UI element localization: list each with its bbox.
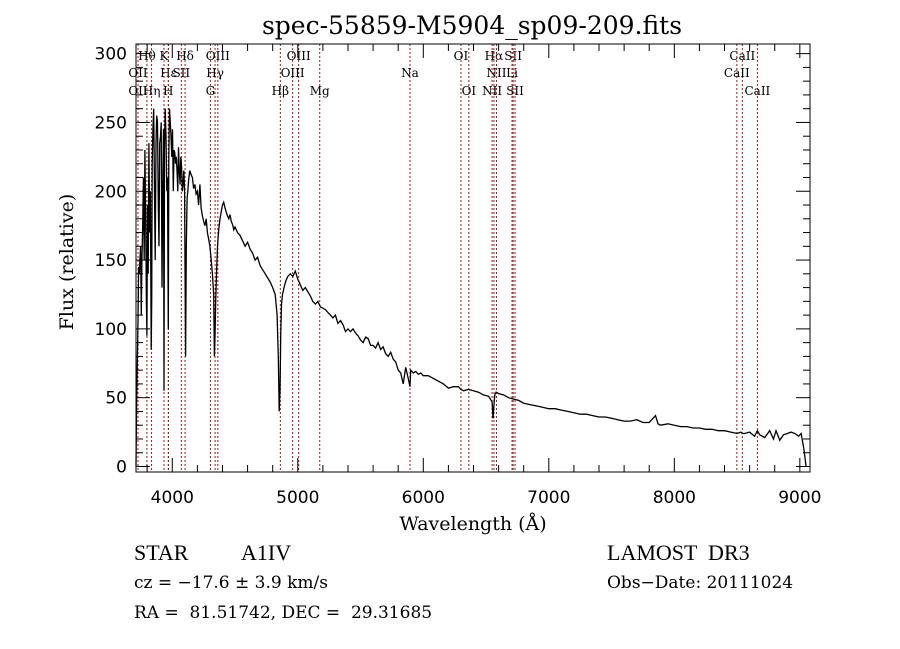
x-tick-label: 4000 <box>151 488 194 508</box>
line-marker-label: OIII <box>206 49 230 63</box>
axis-ticks <box>136 44 810 472</box>
line-marker-label: CaII <box>744 84 770 98</box>
line-marker-label: SII <box>504 49 522 63</box>
line-marker-label: Na <box>401 66 419 80</box>
line-marker-label: Li <box>506 66 518 80</box>
object-subclass: A1IV <box>241 540 292 565</box>
line-marker-label: NII <box>482 84 502 98</box>
x-axis-label: Wavelength (Å) <box>399 513 546 535</box>
coordinates-readout: RA = 81.51742, DEC = 29.31685 <box>134 603 433 623</box>
line-marker-label: K <box>160 49 170 63</box>
line-marker-label: H <box>163 84 173 98</box>
line-marker-label: Hβ <box>272 84 289 98</box>
line-marker-label: Hγ <box>206 66 224 80</box>
x-tick-label: 7000 <box>527 488 570 508</box>
y-tick-label: 150 <box>95 251 127 271</box>
line-marker-label: Hδ <box>176 49 194 63</box>
x-tick-label: 6000 <box>402 488 445 508</box>
line-marker-label: Mg <box>310 84 330 98</box>
x-tick-label: 8000 <box>653 488 696 508</box>
x-tick-label: 5000 <box>276 488 319 508</box>
survey-release: LAMOST DR3 <box>607 540 750 565</box>
line-marker-label: Hα <box>485 49 504 63</box>
line-marker-label: OII <box>128 66 148 80</box>
spectrum-series <box>135 108 807 467</box>
line-marker-label: NII <box>486 66 506 80</box>
y-tick-label: 250 <box>95 113 127 133</box>
line-marker-label: OI <box>454 49 469 63</box>
observation-date: Obs−Date: 20111024 <box>607 573 794 593</box>
plot-frame <box>135 43 811 473</box>
line-marker-label: SII <box>172 66 190 80</box>
line-marker-label: SII <box>506 84 524 98</box>
line-marker-label: OII <box>128 84 148 98</box>
x-tick-label: 9000 <box>778 488 821 508</box>
line-marker-label: G <box>206 84 216 98</box>
line-marker-label: CaII <box>724 66 750 80</box>
spectrum-line <box>135 108 807 467</box>
line-marker-label: Hθ <box>138 49 156 63</box>
x-tick-labels: 4000 5000 6000 7000 8000 9000 <box>151 488 822 508</box>
line-marker-label: CaII <box>729 49 755 63</box>
y-tick-label: 200 <box>95 182 127 202</box>
line-marker-label: OIII <box>287 49 311 63</box>
line-marker-label: OIII <box>281 66 305 80</box>
y-tick-label: 300 <box>95 45 127 65</box>
y-axis-label: Flux (relative) <box>56 194 78 331</box>
line-marker-label: OI <box>462 84 477 98</box>
y-tick-label: 100 <box>95 320 127 340</box>
line-marker-label: Hη <box>143 84 161 98</box>
chart-title: spec-55859-M5904_sp09-209.fits <box>262 11 682 40</box>
y-tick-label: 0 <box>116 457 127 477</box>
redshift-readout: cz = −17.6 ± 3.9 km/s <box>134 573 328 593</box>
y-tick-label: 50 <box>105 389 127 409</box>
y-tick-labels: 0 50 100 150 200 250 300 <box>95 45 127 478</box>
object-class: STAR <box>134 540 189 565</box>
